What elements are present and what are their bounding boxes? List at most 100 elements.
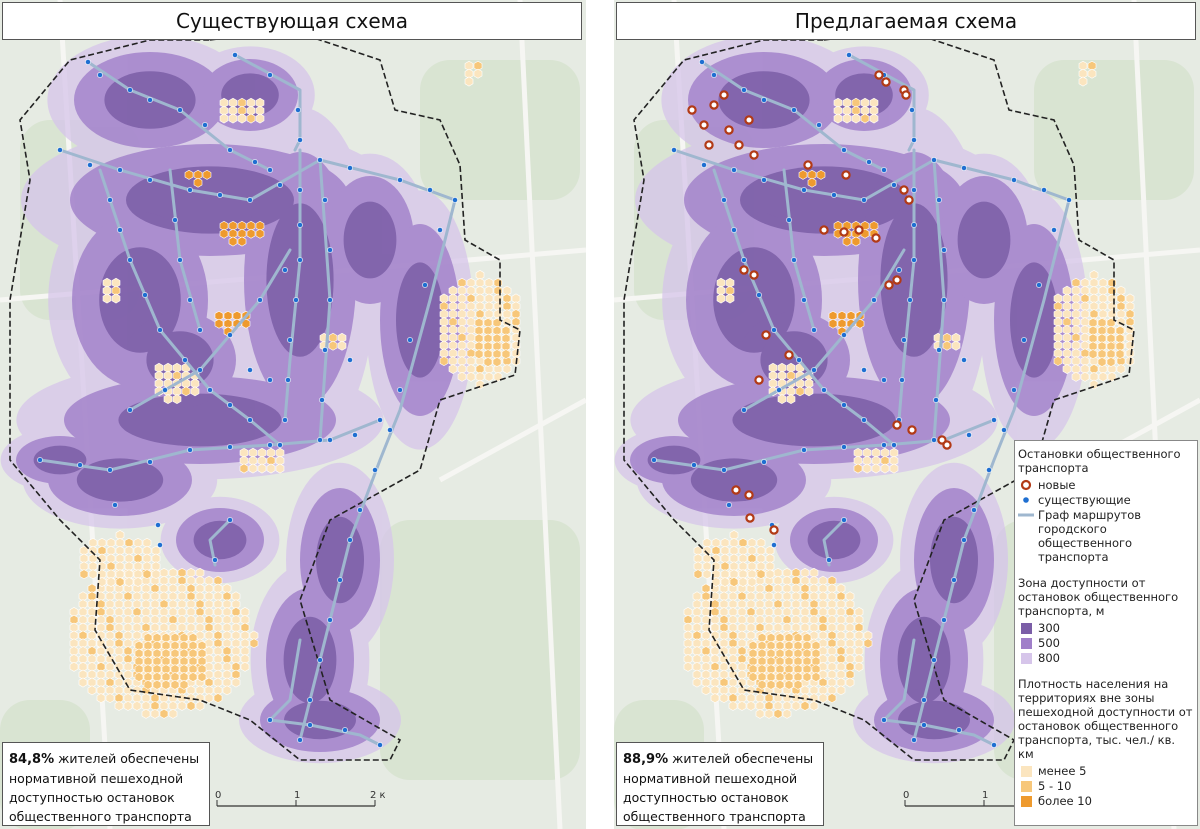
scale-label-0: 0 [215, 790, 221, 801]
density-hex [1062, 364, 1072, 374]
new-stop [704, 140, 714, 150]
existing-stop [881, 717, 887, 723]
existing-stop [761, 97, 767, 103]
existing-stop [177, 107, 183, 113]
existing-stops [651, 52, 1072, 748]
density-hex [257, 463, 267, 474]
new-stop [709, 100, 719, 110]
existing-stop [841, 517, 847, 523]
route-line [882, 718, 996, 747]
density-hex [951, 340, 961, 351]
density-hex [96, 693, 106, 704]
existing-stop [307, 722, 313, 728]
existing-stop [841, 332, 847, 338]
density-hex [710, 693, 720, 704]
density-hex [766, 679, 776, 690]
density-hex [791, 700, 801, 711]
existing-stop [322, 197, 328, 203]
legend-row-zone-800: 800 [1018, 651, 1193, 665]
density-hex [828, 318, 838, 329]
existing-stop [157, 542, 163, 548]
legend-density-title: Плотность населения на территориях вне з… [1018, 677, 1193, 761]
existing-stop [267, 72, 273, 78]
existing-stop [671, 147, 677, 153]
route-line [298, 198, 457, 742]
existing-stop [721, 197, 727, 203]
zone-blob [193, 520, 247, 560]
existing-stop [881, 442, 887, 448]
route-line [208, 518, 232, 567]
existing-stop [956, 727, 962, 733]
existing-stop [826, 557, 832, 563]
density-hex [114, 700, 124, 711]
existing-stop [107, 467, 113, 473]
existing-stop [726, 502, 732, 508]
existing-stop [37, 457, 43, 463]
density-hex [851, 236, 861, 247]
density-hex [1053, 356, 1063, 367]
density-hex [807, 177, 817, 188]
density-hex [69, 661, 79, 672]
scale-label-2: 2 км [370, 790, 385, 801]
existing-stop [931, 657, 937, 663]
existing-stop [337, 577, 343, 583]
existing-stop [295, 107, 301, 113]
existing-stop [297, 222, 303, 228]
zone-blob [807, 520, 861, 560]
density-hex [854, 661, 864, 672]
existing-stop [701, 162, 707, 168]
existing-stop [397, 177, 403, 183]
existing-stop [796, 357, 802, 363]
density-hex [193, 177, 203, 188]
density-hex [105, 693, 115, 704]
new-stop [884, 280, 894, 290]
legend-row-routes: Граф маршрутов городского общественного … [1018, 508, 1193, 564]
density-hex [151, 569, 161, 580]
density-hex [188, 672, 198, 682]
legend-row-density-mid: 5 - 10 [1018, 779, 1193, 793]
existing-stop [147, 177, 153, 183]
existing-stop [909, 107, 915, 113]
existing-stop [911, 137, 917, 143]
existing-stop [282, 417, 288, 423]
density-hex [214, 318, 224, 329]
coverage-stat-box: 88,9% жителей обеспечены нормативной пеш… [616, 742, 824, 826]
existing-stop [891, 182, 897, 188]
density-hex [818, 693, 828, 704]
density-hex [719, 693, 729, 704]
existing-stop [172, 217, 178, 223]
existing-stop [342, 727, 348, 733]
density-hex [501, 349, 511, 360]
zone-blob [880, 203, 948, 357]
coverage-text: жителей обеспечены нормативной пешеходно… [9, 751, 200, 824]
existing-stop [317, 157, 323, 163]
existing-stop [991, 417, 997, 423]
legend-row-zone-500: 500 [1018, 636, 1193, 650]
density-hex [483, 357, 493, 367]
existing-stop [347, 357, 353, 363]
existing-stop [911, 737, 917, 743]
density-hex [833, 113, 843, 124]
zone-blob [396, 262, 444, 378]
existing-stop [182, 357, 188, 363]
existing-stop [931, 157, 937, 163]
zone-blob [957, 201, 1011, 279]
existing-stop [841, 444, 847, 450]
road [438, 397, 586, 483]
existing-stop [277, 182, 283, 188]
existing-stop [212, 557, 218, 563]
density-hex [152, 679, 162, 690]
existing-stop [227, 332, 233, 338]
legend-zone-title: Зона доступности от остановок общественн… [1018, 576, 1179, 618]
existing-stop [112, 502, 118, 508]
zone-blob [930, 516, 978, 604]
density-hex [853, 463, 863, 474]
existing-stop [811, 327, 817, 333]
existing-stop [801, 297, 807, 303]
existing-stop [372, 467, 378, 473]
density-hex [784, 679, 794, 690]
existing-stop [207, 387, 213, 393]
new-stop [749, 150, 759, 160]
density-hex [860, 113, 870, 124]
density-hex [1087, 68, 1097, 79]
